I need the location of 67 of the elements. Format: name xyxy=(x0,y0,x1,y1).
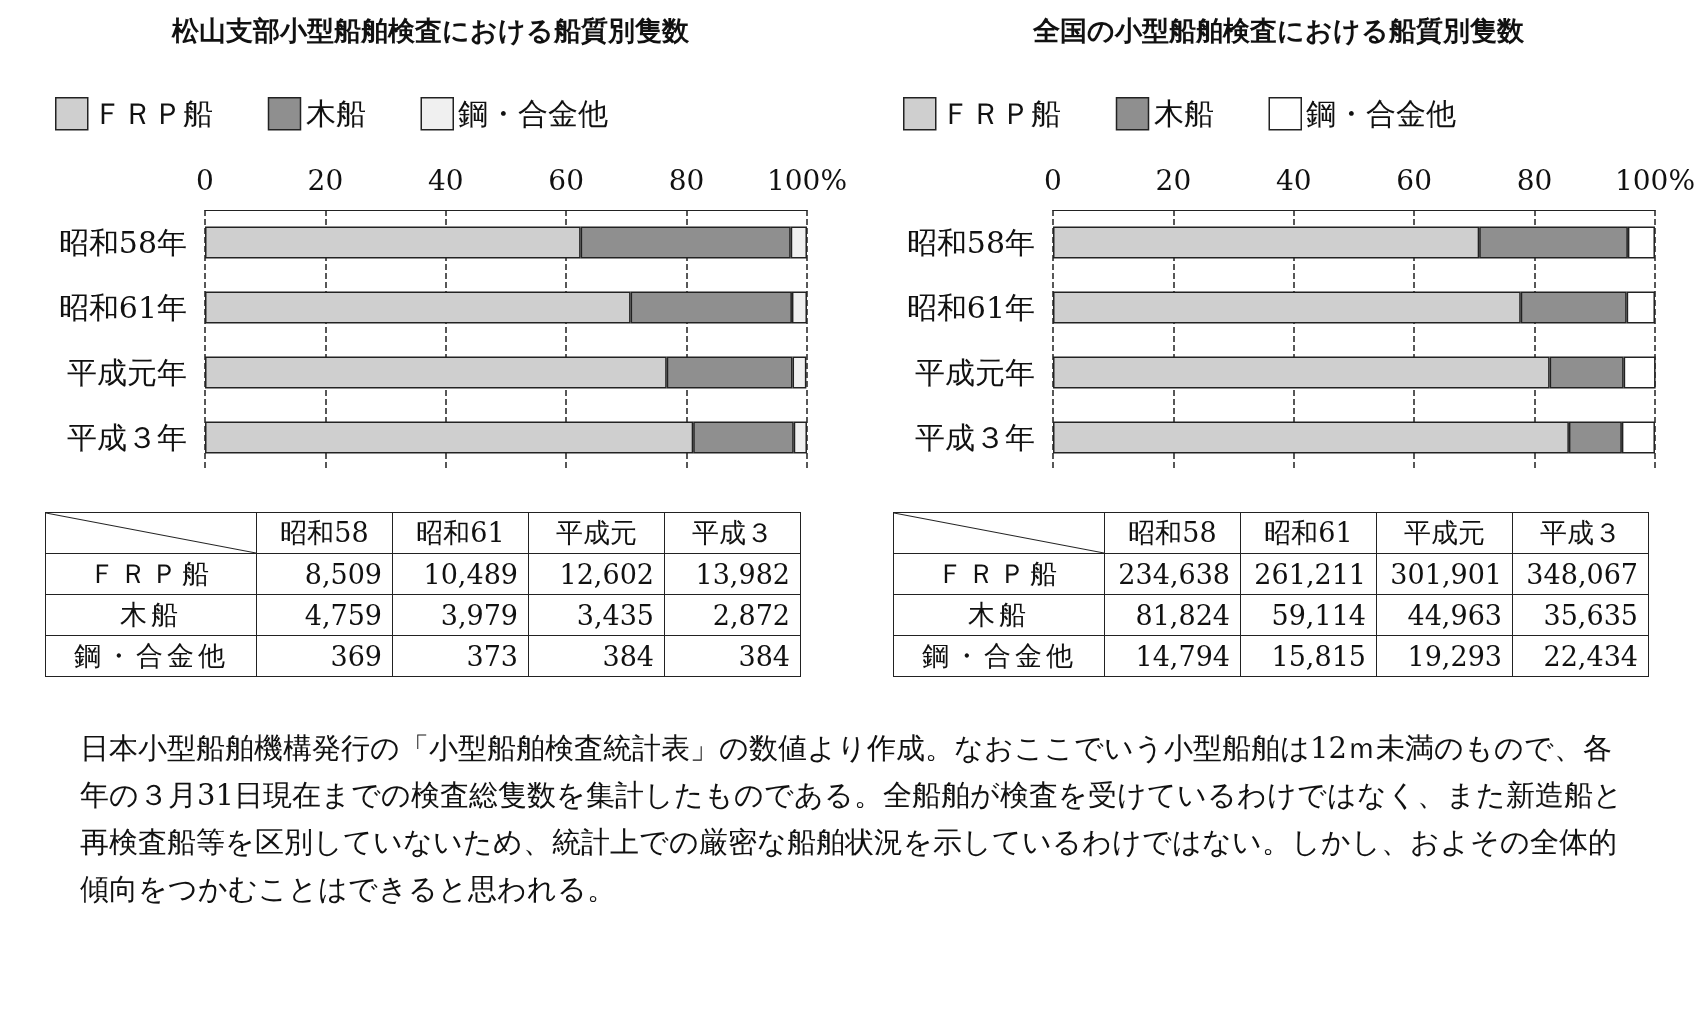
text: 81,824 xyxy=(1104,594,1241,636)
text: 373 xyxy=(392,635,529,677)
text: 3,979 xyxy=(392,594,529,636)
text: 301,901 xyxy=(1376,553,1513,595)
x-tick-label: 60 xyxy=(548,163,585,197)
legend-label: ＦＲＰ船 xyxy=(940,96,1061,132)
y-tick-label: 平成３年 xyxy=(67,420,187,455)
text: 13,982 xyxy=(664,553,801,595)
y-tick-label: 平成元年 xyxy=(67,355,187,390)
text: 14,794 xyxy=(1104,635,1241,677)
x-tick-label: 0 xyxy=(196,163,214,197)
x-tick-label: 20 xyxy=(307,163,344,197)
text: 384 xyxy=(528,635,665,677)
text: 10,489 xyxy=(392,553,529,595)
text: 8,509 xyxy=(256,553,393,595)
x-tick-label: 40 xyxy=(427,163,464,197)
x-tick-label: 80 xyxy=(668,163,705,197)
text: 昭和61 xyxy=(392,512,529,554)
chart-title: 松山支部小型船舶検査における船質別隻数 xyxy=(170,15,690,46)
text: 木船 xyxy=(45,594,257,636)
text: 鋼・合金他 xyxy=(893,635,1105,677)
text: 平成３ xyxy=(1512,512,1649,554)
text: 4,759 xyxy=(256,594,393,636)
text: 平成元 xyxy=(528,512,665,554)
text: 3,435 xyxy=(528,594,665,636)
text: ＦＲＰ船 xyxy=(893,553,1105,595)
text: 日本小型船舶機構発行の「小型船舶検査統計表」の数値より作成。なおここでいう小型船舶は12ｍ未満のもので、各年の３月31日現在までの検査総隻数を集計したものである。全船舶が検査を受けているわけではなく、また新造船と再検査船等を区別していないため、統計上での厳密な船舶状況を示しているわけではない。しかし、およその全体的傾向をつかむことはできると思われる。 xyxy=(80,730,1624,908)
legend-label: 鋼・合金他 xyxy=(458,96,609,132)
text: 昭和58 xyxy=(256,512,393,554)
text: 昭和58 xyxy=(1104,512,1241,554)
y-tick-label: 昭和61年 xyxy=(906,290,1035,325)
text: 昭和61 xyxy=(1240,512,1377,554)
y-tick-label: 平成元年 xyxy=(915,355,1035,390)
text: 234,638 xyxy=(1104,553,1241,595)
x-tick-label: 80 xyxy=(1516,163,1553,197)
text: 2,872 xyxy=(664,594,801,636)
text: 平成３ xyxy=(664,512,801,554)
text: 15,815 xyxy=(1240,635,1377,677)
text: ＦＲＰ船 xyxy=(45,553,257,595)
legend-label: 木船 xyxy=(305,96,366,132)
y-tick-label: 昭和58年 xyxy=(58,225,187,260)
chart-title: 全国の小型船舶検査における船質別隻数 xyxy=(1031,15,1525,46)
text: 44,963 xyxy=(1376,594,1513,636)
legend-label: ＦＲＰ船 xyxy=(92,96,213,132)
text: 384 xyxy=(664,635,801,677)
text: 261,211 xyxy=(1240,553,1377,595)
x-tick-label: 0 xyxy=(1044,163,1062,197)
text: 木船 xyxy=(893,594,1105,636)
x-tick-label: 100% xyxy=(1614,163,1696,197)
x-tick-label: 60 xyxy=(1396,163,1433,197)
y-tick-label: 昭和58年 xyxy=(906,225,1035,260)
text: 鋼・合金他 xyxy=(45,635,257,677)
y-tick-label: 昭和61年 xyxy=(58,290,187,325)
x-tick-label: 100% xyxy=(766,163,848,197)
x-tick-label: 20 xyxy=(1155,163,1192,197)
text: 348,067 xyxy=(1512,553,1649,595)
text: 平成元 xyxy=(1376,512,1513,554)
text: 12,602 xyxy=(528,553,665,595)
y-tick-label: 平成３年 xyxy=(915,420,1035,455)
text: 59,114 xyxy=(1240,594,1377,636)
text: 22,434 xyxy=(1512,635,1649,677)
x-tick-label: 40 xyxy=(1275,163,1312,197)
text: 369 xyxy=(256,635,393,677)
legend-label: 木船 xyxy=(1153,96,1214,132)
text: 19,293 xyxy=(1376,635,1513,677)
legend-label: 鋼・合金他 xyxy=(1306,96,1457,132)
text: 35,635 xyxy=(1512,594,1649,636)
